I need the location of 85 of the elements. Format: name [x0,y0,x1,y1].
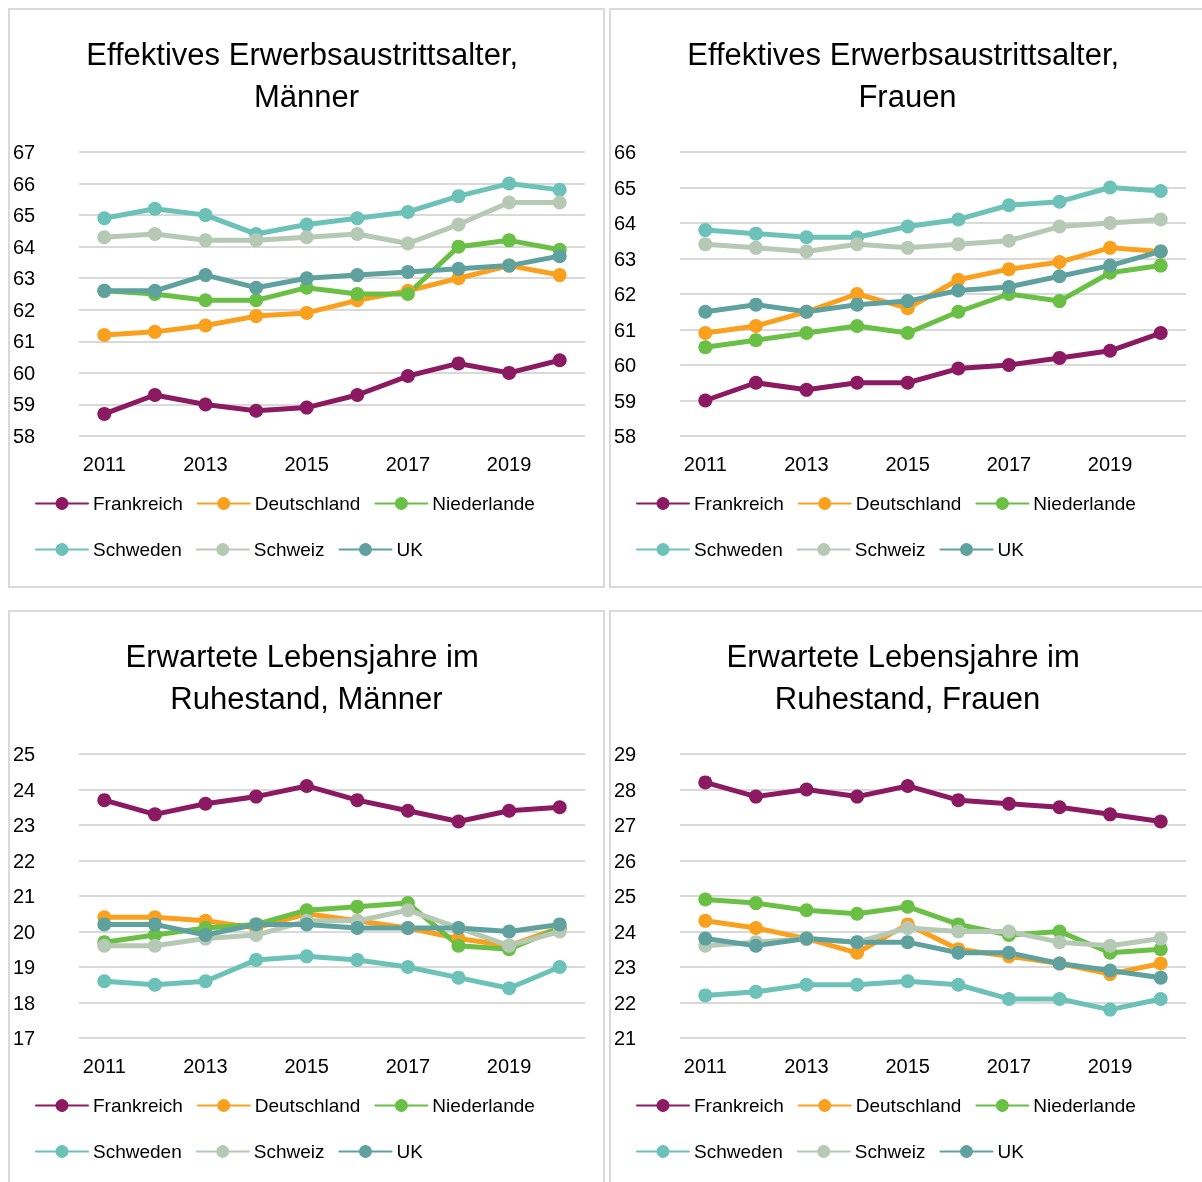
y-tick-label: 64 [13,235,36,258]
legend-label: UK [997,539,1025,560]
legend-label: Frankreich [694,493,784,514]
legend-label: UK [997,1141,1025,1162]
legend-label: Deutschland [254,1095,361,1116]
y-tick-label: 21 [614,1027,637,1049]
legend-label: Deutschland [254,493,361,514]
y-tick-label: 25 [13,743,36,765]
x-tick-label: 2017 [385,1055,431,1077]
legend-label: Schweden [694,539,783,560]
legend-label: Frankreich [93,493,183,514]
x-tick-label: 2019 [1087,1055,1133,1077]
legend-label: Schweiz [854,539,926,560]
y-tick-label: 61 [614,318,637,341]
y-tick-label: 24 [13,778,36,801]
legend-label: UK [396,539,424,560]
x-tick-label: 2019 [486,453,532,475]
y-tick-label: 18 [13,991,36,1014]
y-tick-label: 60 [614,354,637,376]
legend-label: Niederlande [432,1095,535,1116]
x-tick-label: 2015 [885,453,930,475]
x-tick-label: 2017 [986,1055,1032,1077]
x-tick-label: 2013 [183,453,228,475]
y-tick-label: 65 [13,204,36,227]
chart-title: Effektives Erwerbsaustrittsalter, Frauen [687,36,1128,114]
y-tick-label: 27 [614,814,637,836]
y-tick-label: 19 [13,956,36,978]
y-tick-label: 58 [13,425,36,447]
x-tick-label: 2011 [683,1055,727,1077]
legend-label: Deutschland [855,1095,962,1116]
legend-label: Schweiz [253,1141,325,1162]
x-tick-label: 2017 [986,453,1032,475]
y-tick-label: 23 [13,814,36,836]
x-tick-label: 2015 [284,453,329,475]
legend-label: Frankreich [93,1095,183,1116]
legend-label: Deutschland [855,493,962,514]
chart-title: Erwartete Lebensjahre im Ruhestand, Männer [125,638,488,716]
x-tick-label: 2015 [885,1055,930,1077]
legend-label: Schweiz [253,539,325,560]
y-tick-label: 59 [13,393,36,416]
legend-label: Frankreich [694,1095,784,1116]
x-tick-label: 2015 [284,1055,329,1077]
y-tick-label: 60 [13,361,36,384]
y-tick-label: 21 [13,885,36,907]
y-tick-label: 24 [614,920,637,943]
y-tick-label: 66 [13,172,36,195]
legend-label: Niederlande [1033,1095,1136,1116]
legend-label: Schweiz [854,1141,926,1162]
chart-title: Erwartete Lebensjahre im Ruhestand, Frauen [726,638,1089,716]
y-tick-label: 59 [614,389,637,412]
x-tick-label: 2011 [683,453,727,475]
y-tick-label: 65 [614,176,637,199]
chart-title: Effektives Erwerbsaustrittsalter, Männer [86,36,527,114]
x-tick-label: 2011 [82,1055,126,1077]
legend-label: Niederlande [1033,493,1136,514]
y-tick-label: 29 [614,743,637,765]
x-tick-label: 2019 [1087,453,1133,475]
y-tick-label: 63 [13,267,36,290]
legend-label: Niederlande [432,493,535,514]
y-tick-label: 20 [13,920,36,943]
y-tick-label: 62 [614,283,637,305]
legend-label: UK [396,1141,424,1162]
y-tick-label: 23 [614,956,637,978]
x-tick-label: 2013 [183,1055,228,1077]
x-tick-label: 2013 [784,453,829,475]
y-tick-label: 17 [13,1027,36,1049]
y-tick-label: 25 [614,885,637,907]
y-tick-label: 22 [13,849,36,872]
y-tick-label: 67 [13,141,36,163]
y-tick-label: 63 [614,247,637,270]
y-tick-label: 66 [614,141,637,163]
y-tick-label: 22 [614,991,637,1014]
legend-label: Schweden [93,1141,182,1162]
x-tick-label: 2017 [385,453,431,475]
y-tick-label: 62 [13,298,36,321]
x-tick-label: 2019 [486,1055,532,1077]
y-tick-label: 58 [614,425,637,447]
y-tick-label: 64 [614,212,637,234]
legend-label: Schweden [93,539,182,560]
x-tick-label: 2011 [82,453,126,475]
y-tick-label: 26 [614,849,637,872]
legend-label: Schweden [694,1141,783,1162]
y-tick-label: 28 [614,778,637,801]
x-tick-label: 2013 [784,1055,829,1077]
y-tick-label: 61 [13,330,36,353]
